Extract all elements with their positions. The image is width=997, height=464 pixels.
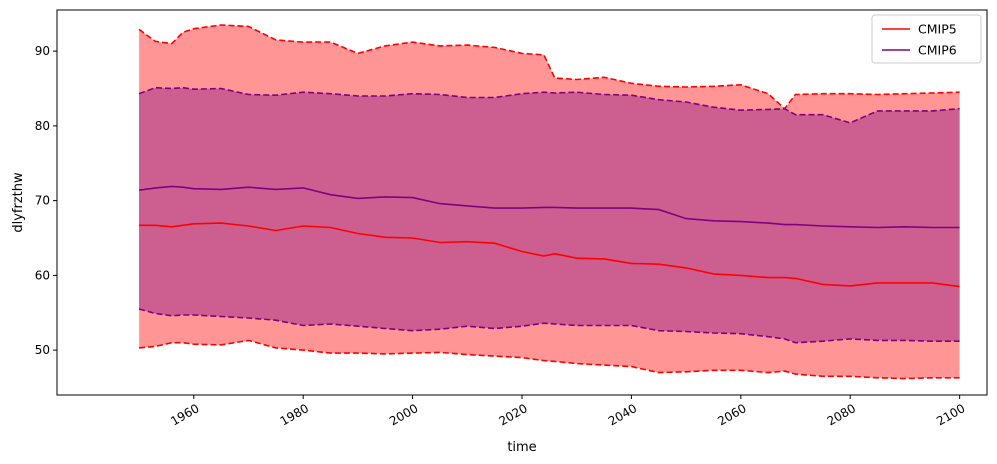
x-tick-label: 2020 — [496, 401, 529, 428]
mean-line-cmip5 — [139, 222, 960, 288]
mean-line-cmip6 — [138, 185, 960, 229]
y-axis-ticks: 50 60 70 80 90 — [35, 44, 57, 357]
upper-bound-line-cmip6 — [138, 86, 960, 124]
x-axis-label: time — [507, 440, 536, 455]
x-tick-label: 2060 — [715, 401, 748, 428]
y-tick-label: 70 — [35, 194, 50, 208]
legend-entry-cmip5: CMIP5 — [918, 22, 957, 37]
y-tick-label: 80 — [35, 119, 50, 133]
band-fills — [139, 25, 960, 379]
legend: CMIP5 CMIP6 — [871, 14, 982, 64]
x-tick-label: 2040 — [606, 401, 639, 428]
legend-box — [871, 14, 982, 64]
x-tick-label: 1980 — [278, 401, 311, 428]
y-tick-label: 90 — [35, 44, 50, 58]
series-lines — [138, 24, 960, 380]
y-tick-label: 60 — [35, 268, 50, 282]
legend-entry-cmip6: CMIP6 — [918, 43, 957, 58]
x-tick-label: 2080 — [825, 401, 858, 428]
upper-bound-line-cmip5 — [138, 24, 960, 110]
lower-bound-line-cmip5 — [139, 339, 960, 380]
x-axis-ticks: 1960 1980 2000 2020 2040 2060 2080 2100 — [168, 395, 968, 428]
x-tick-label: 2100 — [934, 401, 967, 428]
y-axis-label: dlyfrzthw — [11, 172, 26, 233]
x-tick-label: 2000 — [387, 401, 420, 428]
band-fill-cmip6 — [139, 87, 960, 343]
x-tick-label: 1960 — [168, 401, 201, 428]
lower-bound-line-cmip6 — [138, 308, 960, 344]
y-tick-label: 50 — [35, 343, 50, 357]
